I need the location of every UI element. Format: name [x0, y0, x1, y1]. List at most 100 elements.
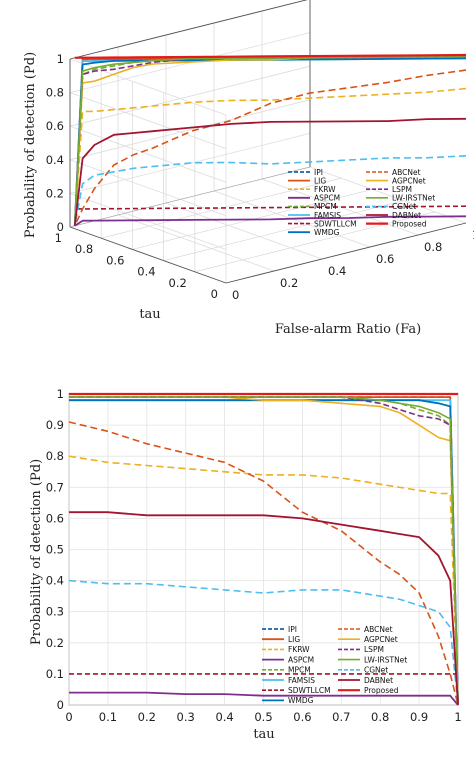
top-floor-gridline [117, 214, 275, 272]
bottom-y-tick-label: 0.5 [46, 543, 64, 557]
top-z-tick-label: 1 [57, 52, 64, 66]
top-series-line [74, 215, 467, 227]
top-tau-tick-label: 0.8 [75, 242, 93, 256]
legend-label: DABNet [364, 676, 393, 685]
top-box-edge [225, 222, 467, 284]
top-floor-gridline [194, 211, 435, 273]
legend-label: CGNet [392, 202, 416, 211]
legend-label: LW-IRSTNet [392, 194, 435, 203]
bottom-series-line [68, 579, 459, 706]
top-floor-gridline [165, 202, 323, 260]
legend-label: IPI [314, 168, 323, 177]
top-series-line [74, 87, 467, 226]
legend-label: FKRW [314, 185, 336, 194]
legend-label: LSPM [392, 185, 412, 194]
legend-label: WMDG [288, 696, 314, 705]
legend-label: LIG [314, 176, 326, 185]
legend-label: AGPCNet [364, 635, 398, 644]
legend-label: DABNet [392, 211, 421, 220]
top-fa-tick-label: 0.8 [424, 240, 442, 254]
bottom-series-line [69, 511, 459, 706]
bottom-chart-ticks: 0 0.1 0.2 0.3 0.4 0.5 0.6 0.7 0.8 0.9 1 0 0.1 0.2 0.3 0… [46, 387, 462, 724]
legend-label: LIG [288, 635, 300, 644]
legend-label: LW-IRSTNet [364, 655, 407, 664]
top-series-line [74, 155, 467, 226]
legend-label: ASPCM [288, 655, 314, 664]
legend-label: MPCM [288, 666, 311, 675]
legend-label: FAMSIS [314, 211, 341, 220]
top-sidewall-gridline [69, 92, 227, 149]
bottom-x-tick-label: 0.1 [99, 710, 117, 724]
bottom-ylabel: Probability of detection (Pd) [29, 459, 44, 645]
legend-label: ASPCM [314, 194, 340, 203]
top-backwall-gridline [69, 99, 311, 161]
legend-label: Proposed [392, 219, 427, 228]
legend-label: SDWTLLCM [288, 686, 331, 695]
top-backwall-gridline [69, 65, 311, 127]
bottom-y-tick-label: 0.8 [46, 449, 64, 463]
top-tau-tick-label: 1 [55, 231, 62, 245]
bottom-series-line [68, 455, 459, 706]
bottom-y-tick-label: 0.1 [46, 667, 64, 681]
top-box-edge [69, 226, 227, 284]
bottom-x-tick-label: 0.9 [410, 710, 428, 724]
top-fa-tick-label: 0.6 [376, 252, 394, 266]
top-box-edge [69, 166, 311, 228]
legend-label: CGNet [364, 666, 388, 675]
bottom-series-line [69, 691, 459, 706]
top-xlabel-tau: tau [139, 307, 160, 322]
top-floor-gridline [309, 166, 467, 224]
legend-label: Proposed [364, 686, 399, 695]
bottom-x-tick-label: 0.8 [371, 710, 389, 724]
top-tau-tick-label: 0.4 [137, 265, 155, 279]
top-z-tick-label: 0.6 [46, 119, 64, 133]
top-z-tick-label: 0.4 [46, 153, 64, 167]
top-sidewall-gridline [69, 193, 227, 250]
top-fa-tick-label: 0.2 [280, 276, 298, 290]
top-fa-tick-label: 0.4 [328, 264, 346, 278]
bottom-x-tick-label: 0.4 [215, 710, 233, 724]
bottom-series-line [69, 399, 459, 706]
top-z-tick-label: 0.8 [46, 86, 64, 100]
top-box-edge [69, 0, 308, 60]
legend-label: FKRW [288, 645, 310, 654]
top-ylabel: Probability of detection (Pd) [23, 52, 38, 238]
bottom-y-tick-label: 0.4 [46, 574, 64, 588]
top-chart-lines [73, 53, 467, 227]
bottom-x-tick-label: 0.2 [138, 710, 156, 724]
bottom-x-tick-label: 0.7 [332, 710, 350, 724]
legend-label: LSPM [364, 645, 384, 654]
legend-label: IPI [288, 625, 297, 634]
top-z-tick-label: 0 [57, 220, 64, 234]
top-chart-grid [69, 0, 467, 284]
top-series-line [73, 117, 467, 226]
top-series-line [74, 55, 467, 226]
top-floor-gridline [261, 178, 419, 236]
legend-label: SDWTLLCM [314, 219, 357, 228]
legend-label: AGPCNet [392, 176, 426, 185]
bottom-y-tick-label: 0.7 [46, 480, 64, 494]
legend-label: FAMSIS [288, 676, 315, 685]
legend-label: ABCNet [392, 168, 421, 177]
bottom-y-tick-label: 0 [57, 698, 64, 712]
legend-label: MPCM [314, 202, 337, 211]
bottom-y-tick-label: 0.2 [46, 636, 64, 650]
bottom-x-tick-label: 0.3 [177, 710, 195, 724]
top-sidewall-gridline [69, 125, 227, 183]
legend-label: WMDG [314, 228, 340, 237]
top-floor-gridline [163, 200, 404, 261]
top-tau-tick-label: 0.6 [106, 253, 124, 267]
top-z-tick-label: 0.2 [46, 186, 64, 200]
bottom-xlabel: tau [253, 727, 274, 742]
top-xlabel-fa: False-alarm Ratio (Fa) [275, 322, 421, 337]
top-fa-tick-label: 0 [232, 288, 239, 302]
top-series-line [74, 53, 467, 59]
bottom-x-tick-label: 0.5 [254, 710, 272, 724]
bottom-x-tick-label: 0.6 [293, 710, 311, 724]
top-tau-tick-label: 0 [211, 287, 218, 301]
bottom-x-tick-label: 1 [454, 710, 461, 724]
bottom-y-tick-label: 0.6 [46, 511, 64, 525]
